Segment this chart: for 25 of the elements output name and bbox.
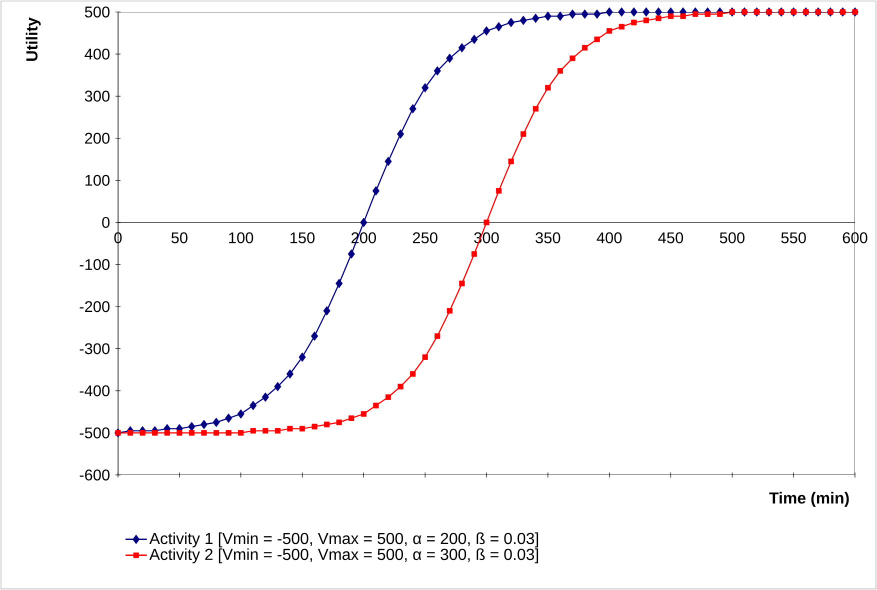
- x-tick-label: 450: [658, 232, 684, 244]
- y-tick-label: -600: [80, 469, 110, 480]
- y-tick-label: -500: [80, 427, 110, 438]
- y-tick-label: 200: [85, 132, 110, 144]
- legend-label: Activity 1 [Vmin = -500, Vmax = 500, α = 200, ß = 0.03]: [149, 532, 538, 548]
- y-tick-label: 400: [84, 48, 110, 60]
- y-axis-title: Utility: [26, 17, 41, 61]
- y-tick-label: -200: [80, 301, 110, 312]
- x-axis-title: Time (min): [769, 492, 849, 507]
- y-tick-label: -400: [80, 385, 110, 396]
- y-tick-label: -100: [80, 259, 110, 270]
- y-tick-label: 0: [102, 216, 110, 228]
- x-tick-label: 550: [781, 232, 806, 244]
- y-tick-label: 100: [85, 174, 110, 186]
- x-tick-label: 400: [596, 232, 622, 244]
- y-tick-label: 500: [84, 6, 110, 18]
- x-tick-label: 350: [536, 232, 560, 244]
- x-tick-label: 50: [171, 232, 188, 244]
- x-tick-label: 150: [290, 232, 315, 244]
- y-tick-label: -300: [80, 343, 110, 354]
- x-tick-label: 100: [229, 232, 254, 244]
- x-tick-label: 250: [412, 232, 438, 244]
- y-tick-label: 300: [84, 90, 110, 102]
- x-tick-label: 500: [720, 232, 744, 244]
- legend-label: Activity 2 [Vmin = -500, Vmax = 500, α = 300, ß = 0.03]: [149, 548, 538, 564]
